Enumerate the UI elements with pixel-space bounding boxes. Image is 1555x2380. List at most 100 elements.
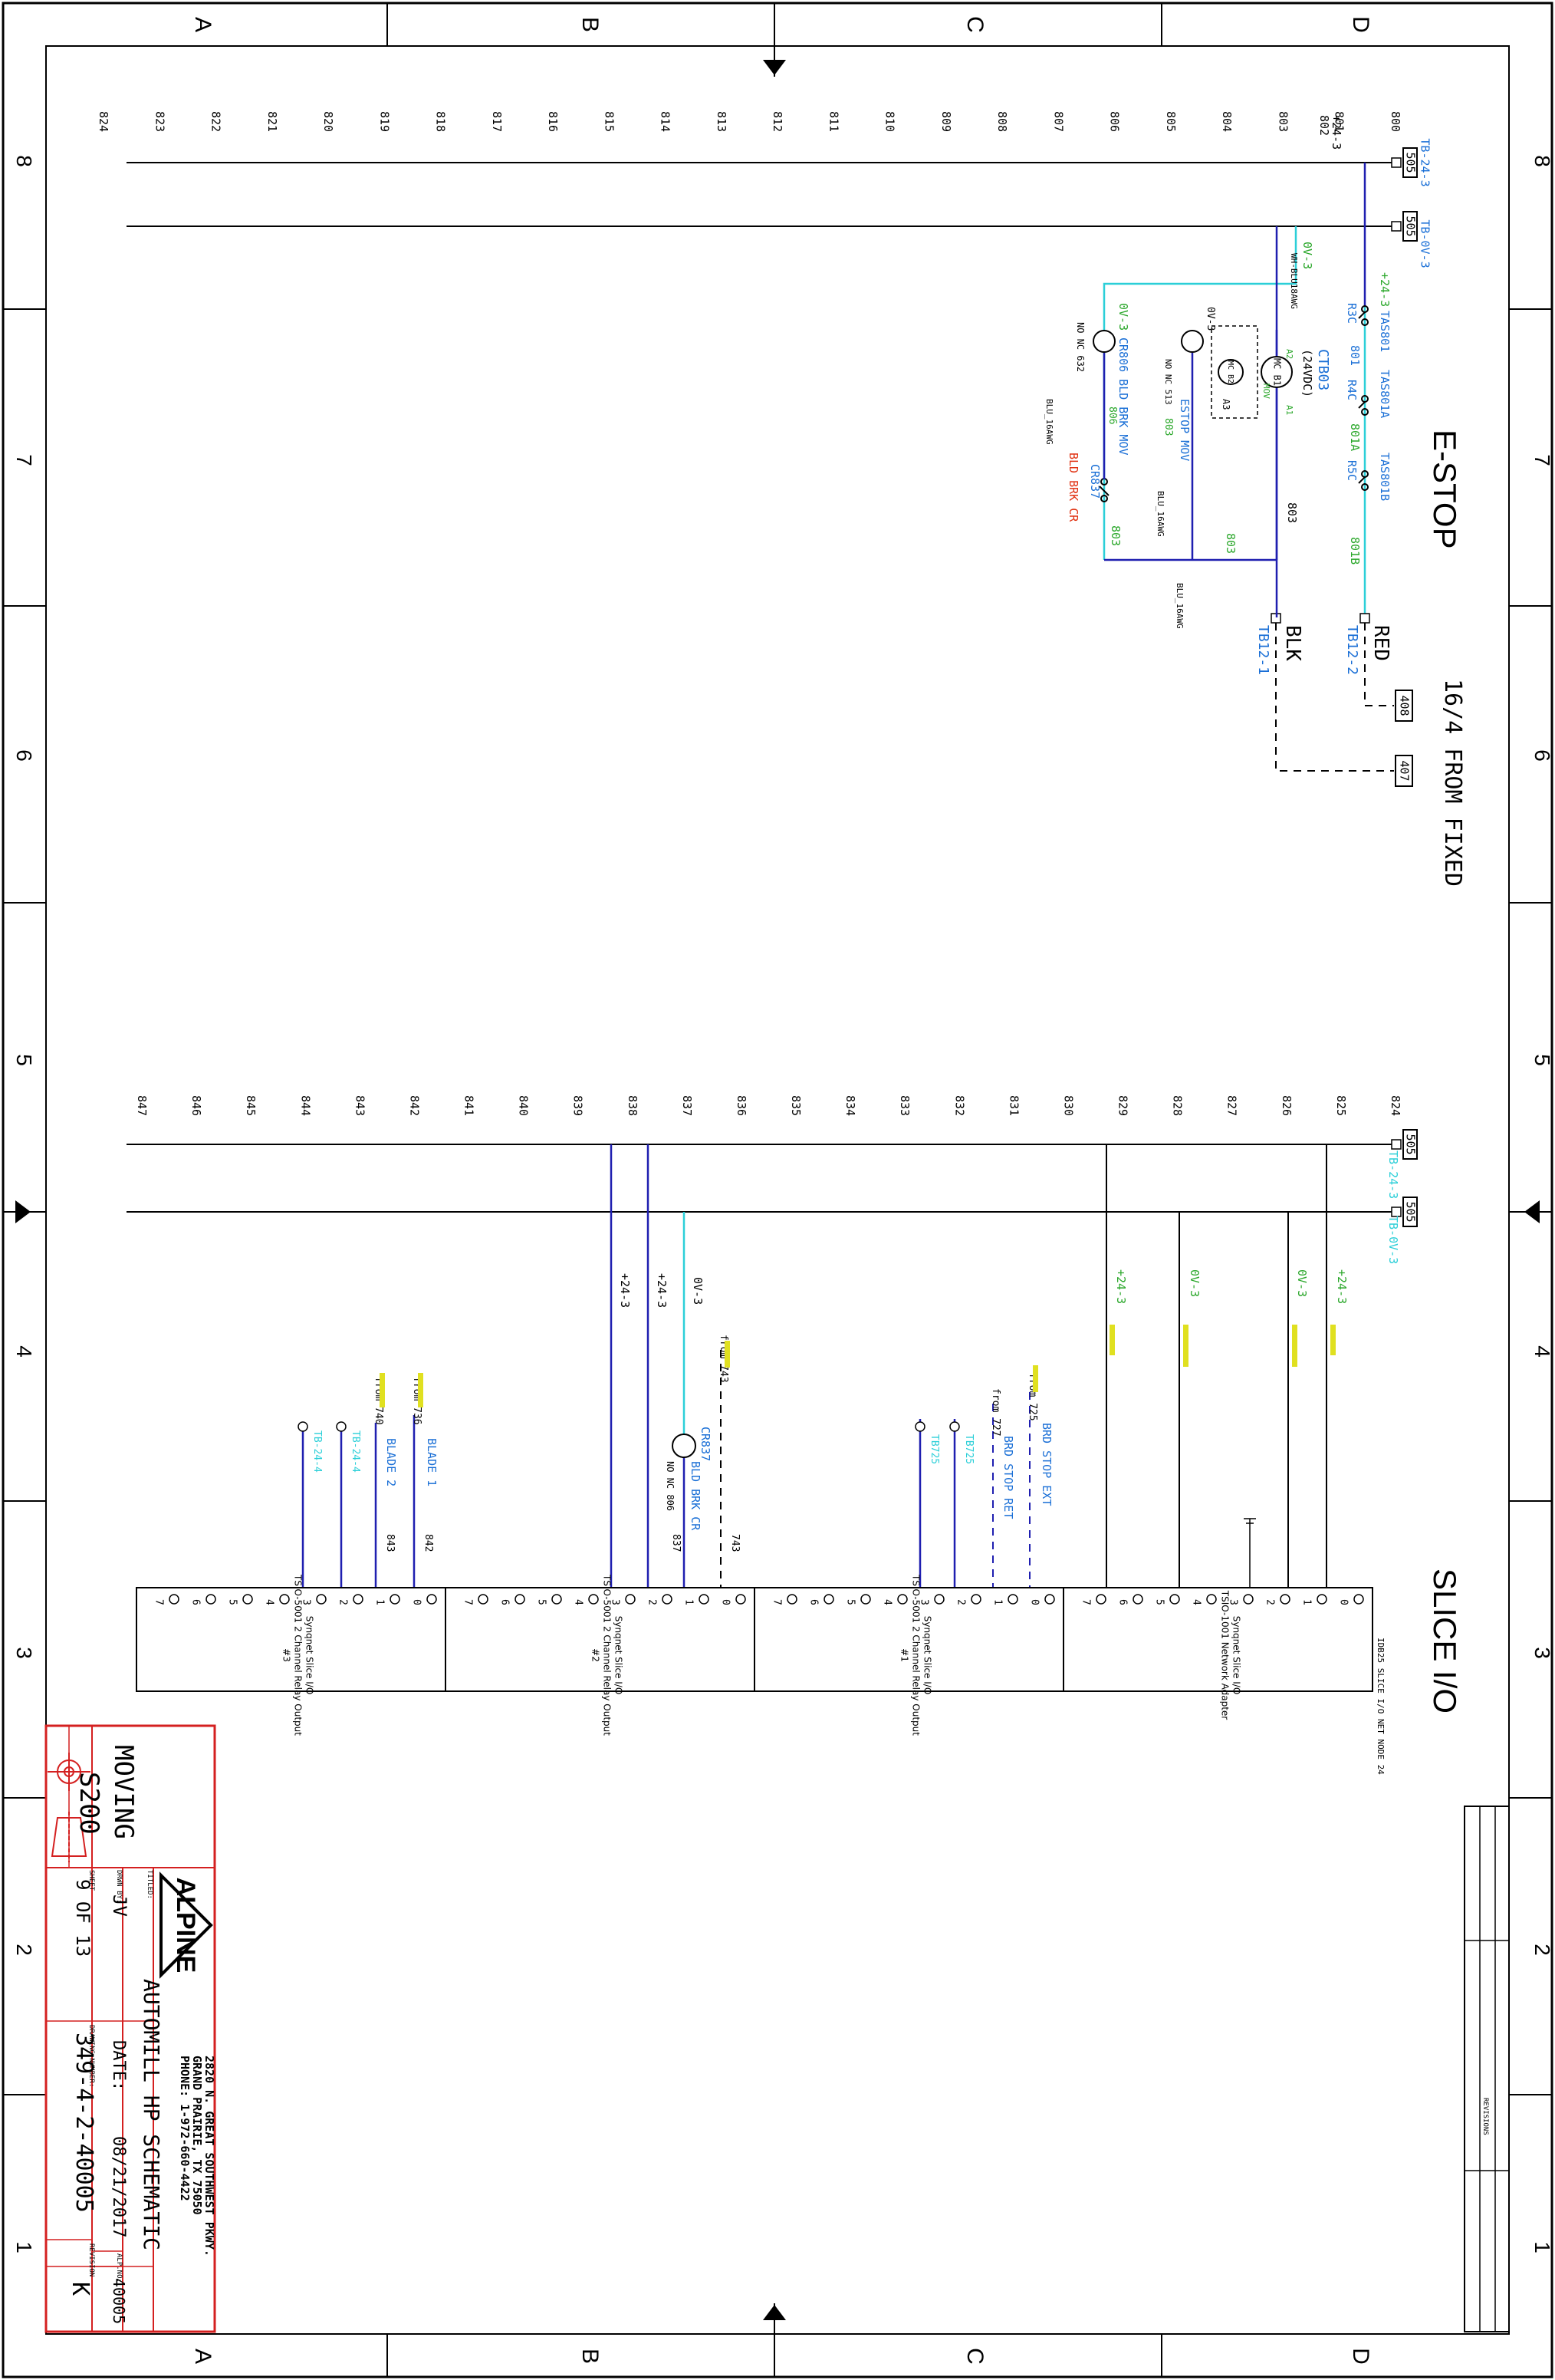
rung-number: 841 [462,1095,476,1116]
mov-label: MOV [1261,383,1271,399]
brd-stop-ret-label: BRD STOP RET [1001,1436,1015,1519]
rung-number: 828 [1171,1095,1185,1116]
terminal-point [1169,1594,1180,1605]
address-line-3: PHONE: 1-972-660-4422 [178,2056,192,2201]
zone-letter-d-bottom: D [1348,2348,1373,2365]
terminal-number: 5 [536,1599,547,1605]
blk-label: BLK [1281,625,1304,661]
slice-p24-label: +24-3 [655,1273,669,1308]
rung-number: 808 [995,111,1009,132]
wire-type-label: WH-BLU18AWG [1289,253,1299,309]
rung-number: 840 [517,1095,531,1116]
terminal-number: 5 [1154,1599,1165,1605]
model-name: S200 [74,1772,104,1835]
terminal-number: 7 [1080,1599,1092,1605]
dwg-number-label: DRAWING NUMBER: [87,2025,95,2087]
tb24-4-label: TB-24-4 [350,1430,361,1473]
bld-brk-cr-label: BLD BRK CR [1067,453,1080,522]
a2-label: A2 [1284,349,1294,359]
cr837-coil [672,1434,696,1458]
red-label: RED [1369,625,1392,661]
zone-number-4-right: 4 [1530,1345,1554,1358]
revisions-block: REVISIONS [1464,1806,1510,2332]
slice-module-model: TSIO-1001 Network Adapter [1220,1590,1231,1720]
cr837-label: CR837 [1088,464,1102,499]
tas801a-switch [1358,395,1369,416]
rung-number: 847 [135,1095,149,1116]
slice-ref-505-0v [1402,1197,1418,1227]
project-name: MOVING [108,1745,139,1839]
slice-module-header: IDB25 SLICE I/O NET NODE 24 [1376,1638,1386,1775]
wire-837-label: 837 [670,1534,682,1552]
r3c-label: R3C [1345,303,1359,324]
slice-ref-505-24 [1402,1129,1418,1160]
wire-tag-yellow [1330,1325,1336,1355]
rung-number: +24-3 [1330,115,1343,150]
slice-ov3-label: 0V-3 [1188,1269,1202,1297]
rung-number: 842 [407,1095,421,1116]
terminal-point [787,1594,797,1605]
rung-number: 813 [715,111,728,132]
terminal-number: 4 [882,1599,893,1605]
sheet-value: 9 OF 13 [72,1879,94,1957]
rung-number: 812 [771,111,784,132]
tb24-4-label: TB-24-4 [311,1430,323,1473]
rung-number: 845 [244,1095,258,1116]
tas801-switch [1358,305,1369,326]
terminal-point [860,1594,871,1605]
cr806-label: CR806 BLD BRK MOV [1116,337,1130,456]
revision-value: K [67,2282,94,2296]
zone-letter-c-top: C [962,16,988,33]
terminal-point [279,1594,290,1605]
rung-number: 836 [735,1095,748,1116]
terminal-point [1133,1594,1143,1605]
slice-ov3-label: 0V-3 [691,1277,705,1305]
tb725-label: TB725 [963,1434,975,1464]
cr837-label: CR837 [699,1427,712,1461]
ov3-label: 0V-3 [1300,242,1314,269]
terminal-point [625,1594,636,1605]
terminal-number: 5 [845,1599,856,1605]
slice-io-title: SLICE I/O [1427,1569,1463,1713]
rung-number: 846 [189,1095,203,1116]
wire-801b-label: 801B [1348,537,1362,565]
estop-tb0v-label: TB-0V-3 [1419,219,1432,268]
terminal-number: 1 [683,1599,695,1605]
terminal-number: 0 [1338,1599,1350,1605]
r5c-label: R5C [1345,460,1359,481]
slice-tb0v-label: TB-0V-3 [1386,1216,1400,1264]
alpno-label: ALP.NO: [115,2253,123,2283]
terminal-number: 4 [1191,1599,1202,1605]
zone-number-3-right: 3 [1530,1647,1554,1659]
rung-number: 800 [1389,111,1402,132]
rung-number: 817 [490,111,504,132]
estop-title: E-STOP [1427,430,1463,549]
zone-number-1-right: 1 [1530,2241,1554,2253]
terminal-point [169,1594,179,1605]
rung-number: 837 [680,1095,694,1116]
cr806-relay: 0V-3 CR806 BLD BRK MOV 806 NO NC 632 CR8… [1067,303,1130,522]
mc-b2-coil: MC B2 A3 [1218,359,1244,410]
wire-tag-yellow [1033,1365,1038,1392]
rung-number: 803 [1276,111,1290,132]
slice-module-number: #3 [281,1648,292,1662]
wire-tag-yellow [418,1373,423,1407]
terminal-number: 5 [227,1599,238,1605]
tb12-2-label: TB12-2 [1344,625,1360,675]
mc-b2-suppressor-box [1211,325,1258,419]
slice-io-section: 824 825 826 827 828 829 830 831 832 833 834 835 836 8… [127,1095,1463,1775]
drawing-title: AUTOMILL HP SCHEMATIC [139,1979,164,2250]
zone-number-4-left: 4 [12,1345,36,1358]
mc-b1-coil: MC B1 A2 A1 MOV [1261,330,1294,415]
blade-2-label: BLADE 2 [384,1438,398,1486]
terminal-point [514,1594,525,1605]
rung-number: 802 [1317,115,1331,136]
estop-ref-505-0v [1402,211,1418,242]
terminal-number: 2 [337,1599,349,1605]
terminal-point [1206,1594,1217,1605]
ref-408-box [1395,690,1413,722]
rung-number: 831 [1007,1095,1021,1116]
company-name: ALPINE [171,1878,200,1973]
wire-801-label: 801 [1348,345,1362,366]
alpine-logo: ALPINE [159,1871,213,1979]
